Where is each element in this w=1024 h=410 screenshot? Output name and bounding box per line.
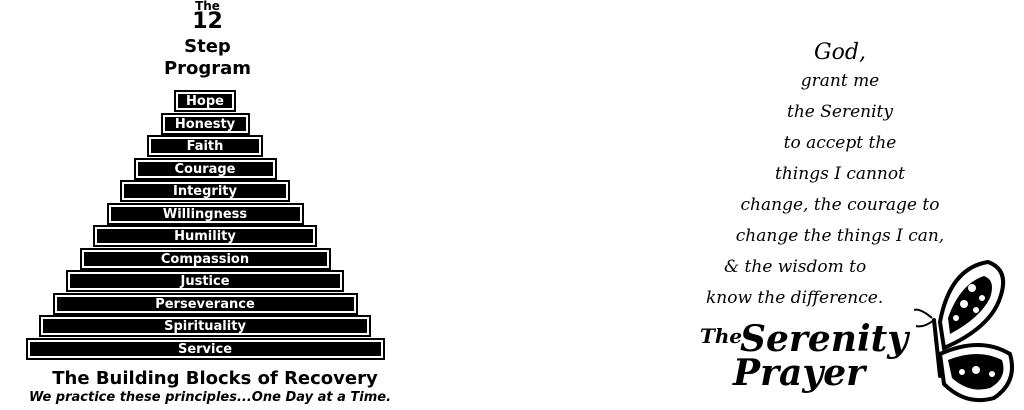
prayer-title-prayer: Prayer xyxy=(733,352,866,394)
pyramid-title-program: Program xyxy=(163,58,252,79)
prayer-line: things I cannot xyxy=(775,164,905,184)
step-label: Justice xyxy=(70,274,340,289)
pyramid-title-step: Step xyxy=(184,36,231,57)
step-perseverance: Perseverance xyxy=(52,292,358,315)
prayer-line: to accept the xyxy=(783,133,897,153)
prayer-line: grant me xyxy=(800,71,880,91)
step-service: Service xyxy=(25,337,385,360)
step-label: Service xyxy=(29,341,381,357)
prayer-line: change the things I can, xyxy=(735,226,945,246)
prayer-line: & the wisdom to xyxy=(724,257,867,277)
prayer-line: change, the courage to xyxy=(740,195,940,215)
prayer-line: God, xyxy=(814,40,866,65)
butterfly-icon xyxy=(913,259,1014,403)
step-spirituality: Spirituality xyxy=(39,315,371,337)
step-label: Compassion xyxy=(83,251,327,267)
serenity-prayer-text: God, grant me the Serenity to accept the thi… xyxy=(690,40,990,308)
step-humility: Humility xyxy=(93,225,317,247)
step-justice: Justice xyxy=(66,270,344,292)
step-label: Hope xyxy=(178,94,232,109)
step-label: Courage xyxy=(137,161,273,177)
step-label: Honesty xyxy=(164,116,246,132)
prayer-line: the Serenity xyxy=(787,102,893,122)
prayer-title-the: The xyxy=(700,324,743,348)
step-willingness: Willingness xyxy=(106,202,304,225)
step-label: Willingness xyxy=(110,206,300,222)
step-courage: Courage xyxy=(133,157,277,180)
step-faith: Faith xyxy=(147,135,263,157)
pyramid-title-number: 12 xyxy=(192,9,223,34)
step-label: Spirituality xyxy=(43,319,367,334)
pyramid-title-the: The xyxy=(195,0,220,13)
step-integrity: Integrity xyxy=(120,180,290,202)
step-compassion: Compassion xyxy=(79,247,331,270)
building-blocks-subtitle: We practice these principles...One Day a… xyxy=(28,390,392,405)
step-label: Faith xyxy=(151,139,259,154)
building-blocks-title: The Building Blocks of Recovery xyxy=(52,368,378,389)
step-label: Integrity xyxy=(124,184,286,199)
step-label: Perseverance xyxy=(56,296,354,312)
step-honesty: Honesty xyxy=(160,112,250,135)
prayer-line: know the difference. xyxy=(706,288,884,308)
prayer-title-serenity: Serenity xyxy=(740,318,909,360)
step-hope: Hope xyxy=(174,90,236,112)
step-label: Humility xyxy=(97,229,313,244)
twelve-step-pyramid: The 12 Step Program Hope Honesty Faith Cour… xyxy=(0,0,420,410)
